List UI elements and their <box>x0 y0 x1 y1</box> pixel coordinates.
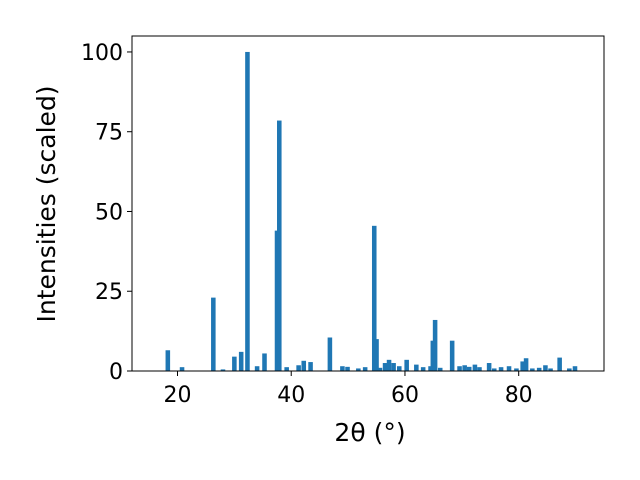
bar <box>548 368 553 371</box>
bar <box>296 365 301 371</box>
bars <box>165 51 578 371</box>
bar <box>536 367 542 371</box>
bar <box>382 363 388 371</box>
x-axis-label: 2θ (°) <box>334 418 405 447</box>
x-tick-label: 40 <box>277 383 305 408</box>
bar <box>262 353 267 371</box>
bar <box>506 366 512 371</box>
bar <box>371 225 377 371</box>
bar <box>327 337 333 371</box>
bar <box>430 340 436 371</box>
y-axis: 0 25 50 75 100 <box>81 41 132 385</box>
bar <box>397 366 402 371</box>
bar <box>449 340 455 371</box>
bar <box>491 368 497 371</box>
bar <box>179 367 185 371</box>
bar <box>523 358 529 371</box>
bar <box>301 360 307 371</box>
plot-frame <box>131 35 605 372</box>
bar <box>462 365 467 371</box>
x-axis: 20 40 60 80 <box>163 371 533 408</box>
bar <box>374 339 379 371</box>
y-tick-label: 50 <box>95 200 123 225</box>
y-axis-label: Intensities (scaled) <box>32 85 61 322</box>
bar <box>220 369 226 371</box>
bar <box>377 367 383 371</box>
bar <box>211 297 216 371</box>
x-tick-label: 80 <box>505 383 533 408</box>
bar <box>567 368 572 371</box>
bar <box>362 367 368 371</box>
bar <box>284 367 289 371</box>
y-tick-label: 75 <box>95 121 123 146</box>
bar <box>308 362 313 371</box>
bar <box>432 319 438 371</box>
y-tick-label: 100 <box>81 41 123 66</box>
bar <box>386 359 392 371</box>
bar <box>345 366 350 371</box>
bar <box>420 367 426 371</box>
bar <box>437 367 443 371</box>
bar <box>543 365 548 371</box>
y-tick-label: 0 <box>109 360 123 385</box>
bar <box>232 356 237 371</box>
bar <box>557 357 562 371</box>
bar <box>356 368 361 371</box>
bar <box>572 366 578 371</box>
bar <box>530 368 535 371</box>
bar <box>486 363 492 371</box>
x-tick-label: 20 <box>163 383 191 408</box>
bar <box>254 366 260 371</box>
bar <box>165 350 171 371</box>
bar <box>457 366 462 371</box>
bar <box>414 364 419 371</box>
bar <box>520 361 525 371</box>
y-tick-label: 25 <box>95 280 123 305</box>
bar <box>404 359 409 371</box>
bar <box>477 367 482 371</box>
bar <box>340 366 345 371</box>
bar <box>498 367 504 371</box>
bar <box>238 351 244 371</box>
bar <box>245 51 250 371</box>
x-tick-label: 60 <box>391 383 419 408</box>
bar <box>472 364 478 371</box>
bar <box>466 366 472 371</box>
bar <box>277 120 282 371</box>
bar <box>514 368 519 371</box>
bar <box>391 363 396 371</box>
